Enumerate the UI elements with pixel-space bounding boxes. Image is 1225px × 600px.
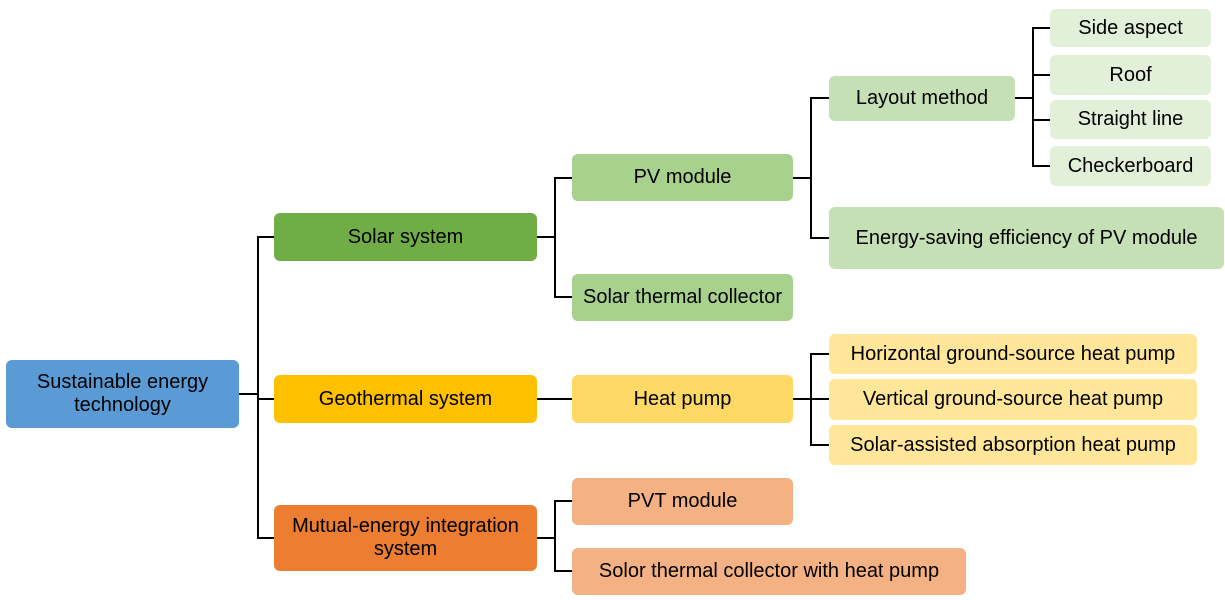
node-geothermal-system: Geothermal system	[274, 375, 537, 423]
node-vertical-ground-source-heat-pump: Vertical ground-source heat pump	[829, 379, 1197, 420]
node-pvt-module: PVT module	[572, 478, 793, 525]
node-roof: Roof	[1050, 55, 1211, 95]
node-horizontal-ground-source-heat-pump: Horizontal ground-source heat pump	[829, 334, 1197, 374]
connector-solar-trunk	[554, 177, 572, 298]
node-solar-system: Solar system	[274, 213, 537, 261]
node-energy-saving-efficiency: Energy-saving efficiency of PV module	[829, 207, 1224, 269]
node-solor-thermal-collector-with-heat-pump: Solor thermal collector with heat pump	[572, 548, 966, 595]
connector-level1-trunk	[257, 236, 274, 539]
node-straight-line: Straight line	[1050, 100, 1211, 139]
node-sustainable-energy-technology: Sustainable energy technology	[6, 360, 239, 428]
node-checkerboard: Checkerboard	[1050, 146, 1211, 186]
node-mutual-energy-integration-system: Mutual-energy integration system	[274, 505, 537, 571]
node-solar-assisted-absorption-heat-pump: Solar-assisted absorption heat pump	[829, 425, 1197, 465]
connector-layout-trunk	[1032, 27, 1050, 167]
node-layout-method: Layout method	[829, 76, 1015, 121]
node-heat-pump: Heat pump	[572, 375, 793, 423]
connector-pv-trunk	[810, 97, 829, 239]
node-side-aspect: Side aspect	[1050, 9, 1211, 47]
connector-mutual-trunk	[554, 500, 572, 572]
node-solar-thermal-collector: Solar thermal collector	[572, 274, 793, 321]
node-pv-module: PV module	[572, 154, 793, 201]
